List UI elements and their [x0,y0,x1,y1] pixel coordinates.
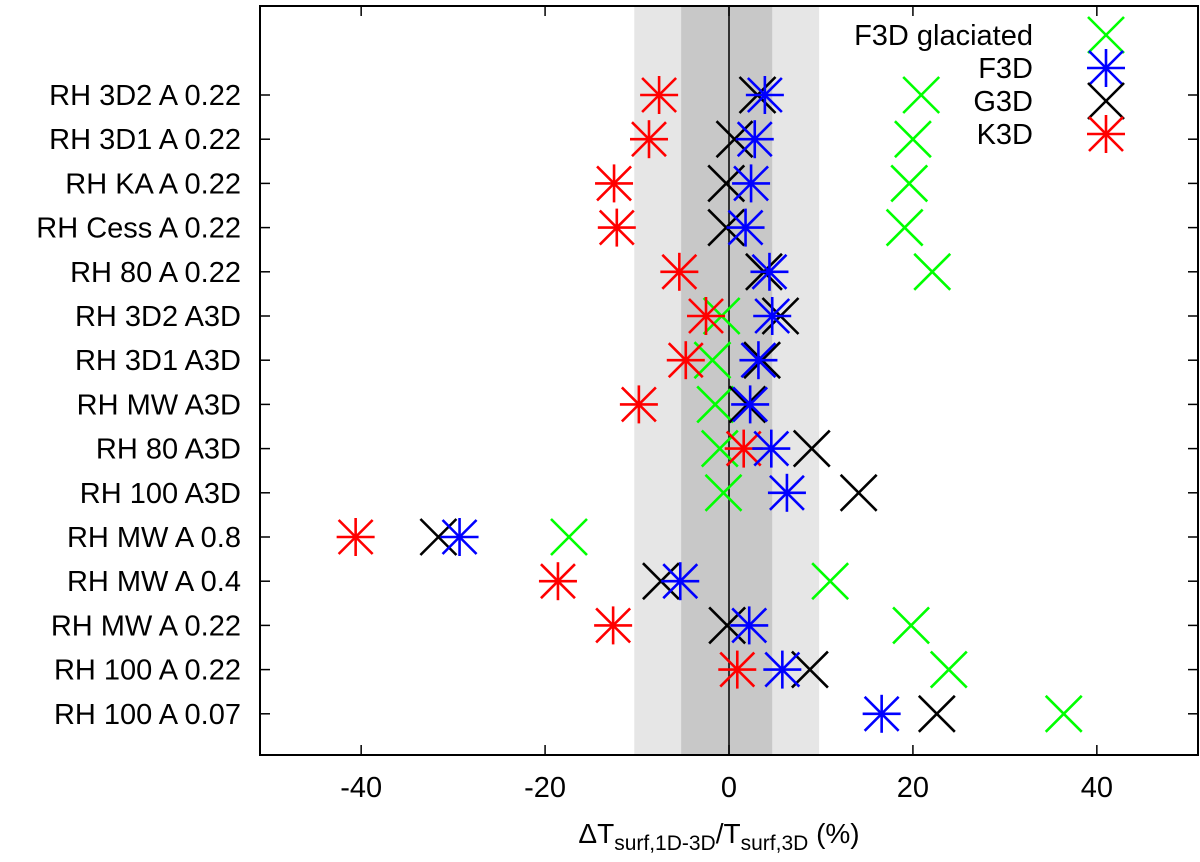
x-title-mid: /T [716,818,741,849]
marker-f3d-1 [735,120,774,159]
marker-k3d-13 [718,650,757,689]
marker-f3d-12 [730,606,769,645]
marker-g3d-3 [707,208,746,247]
inner-band [681,6,773,755]
marker-f3d-0 [745,76,784,114]
category-label: RH MW A3D [77,389,241,421]
marker-f3d-11 [661,562,700,601]
category-label: RH 100 A 0.22 [54,655,241,687]
marker-g3d-9 [839,473,878,512]
x-title-suffix: (%) [808,818,859,849]
legend-marker-1 [1087,49,1125,87]
marker-g3d-1 [715,120,754,159]
marker-k3d-3 [597,208,636,247]
legend-marker-0 [1087,16,1125,54]
marker-f3d-glaciated-9 [704,473,743,512]
marker-k3d-4 [660,252,699,291]
category-label: RH 3D2 A3D [75,301,241,333]
marker-f3d-glaciated-7 [696,385,735,424]
marker-f3d-5 [753,297,792,335]
category-label: RH 80 A 0.22 [70,257,241,289]
marker-f3d-glaciated-0 [902,76,941,114]
x-axis-ticks: -40 -20 0 20 40 [340,6,1113,804]
marker-g3d-8 [792,429,831,468]
x-title-sub1: surf,1D-3D [614,832,716,855]
marker-f3d-10 [440,518,479,556]
marker-k3d-12 [594,606,633,645]
y-axis-ticks [260,94,1198,715]
category-label: RH 100 A3D [80,478,241,510]
legend-label-1: F3D [978,53,1033,85]
marker-f3d-14 [862,694,901,733]
category-label: RH MW A 0.22 [51,610,241,642]
category-label: RH MW A 0.8 [67,522,241,554]
marker-k3d-6 [666,341,705,380]
marker-g3d-13 [791,650,829,689]
marker-k3d-1 [629,120,668,159]
marker-f3d-7 [731,385,770,424]
marker-k3d-0 [640,76,679,114]
marker-f3d-4 [750,252,789,291]
x-axis-title: ΔTsurf,1D-3D/Tsurf,3D (%) [578,818,859,855]
category-label: RH 80 A3D [96,434,241,466]
marker-g3d-11 [642,562,680,601]
category-labels: RH 3D2 A 0.22 RH 3D1 A 0.22 RH KA A 0.22 RH… [36,80,241,731]
marker-f3d-2 [732,164,771,203]
data-markers [336,76,1083,733]
marker-f3d-glaciated-12 [892,606,931,645]
marker-f3d-glaciated-11 [811,562,850,601]
marker-f3d-glaciated-13 [929,650,968,689]
marker-f3d-glaciated-3 [885,208,924,247]
marker-f3d-glaciated-4 [913,252,952,291]
marker-f3d-glaciated-14 [1044,694,1083,733]
x-tick-label: -40 [340,772,382,804]
marker-f3d-glaciated-1 [894,120,932,159]
marker-k3d-11 [538,562,577,601]
marker-f3d-8 [752,429,791,468]
category-label: RH MW A 0.4 [67,566,241,598]
legend-label-0: F3D glaciated [854,20,1033,52]
category-label: RH KA A 0.22 [65,168,241,200]
x-title-sub2: surf,3D [741,832,809,855]
marker-f3d-glaciated-10 [550,518,588,556]
x-tick-label: 20 [897,772,929,804]
marker-g3d-14 [917,694,956,733]
x-tick-label: 0 [721,772,737,804]
marker-k3d-2 [595,164,634,203]
legend-marker-3 [1087,115,1125,153]
x-tick-label: -20 [524,772,566,804]
marker-k3d-10 [336,518,375,556]
category-label: RH 3D2 A 0.22 [49,80,241,112]
marker-f3d-glaciated-6 [693,341,732,380]
marker-f3d-6 [739,341,778,380]
marker-k3d-5 [687,297,726,335]
marker-f3d-3 [726,208,765,247]
x-tick-label: 40 [1081,772,1113,804]
marker-f3d-13 [763,650,802,689]
legend-label-3: K3D [977,119,1033,151]
shaded-bands [634,6,820,755]
marker-f3d-glaciated-2 [890,164,929,203]
legend-label-2: G3D [973,86,1033,118]
marker-f3d-9 [767,473,806,512]
category-label: RH 3D1 A3D [75,345,241,377]
category-label: RH 3D1 A 0.22 [49,124,241,156]
x-title-prefix: ΔT [578,818,614,849]
legend-marker-2 [1087,82,1125,120]
category-label: RH Cess A 0.22 [36,213,241,245]
marker-g3d-10 [419,518,458,556]
marker-k3d-7 [619,385,658,424]
marker-g3d-12 [708,606,747,645]
category-label: RH 100 A 0.07 [54,699,241,731]
